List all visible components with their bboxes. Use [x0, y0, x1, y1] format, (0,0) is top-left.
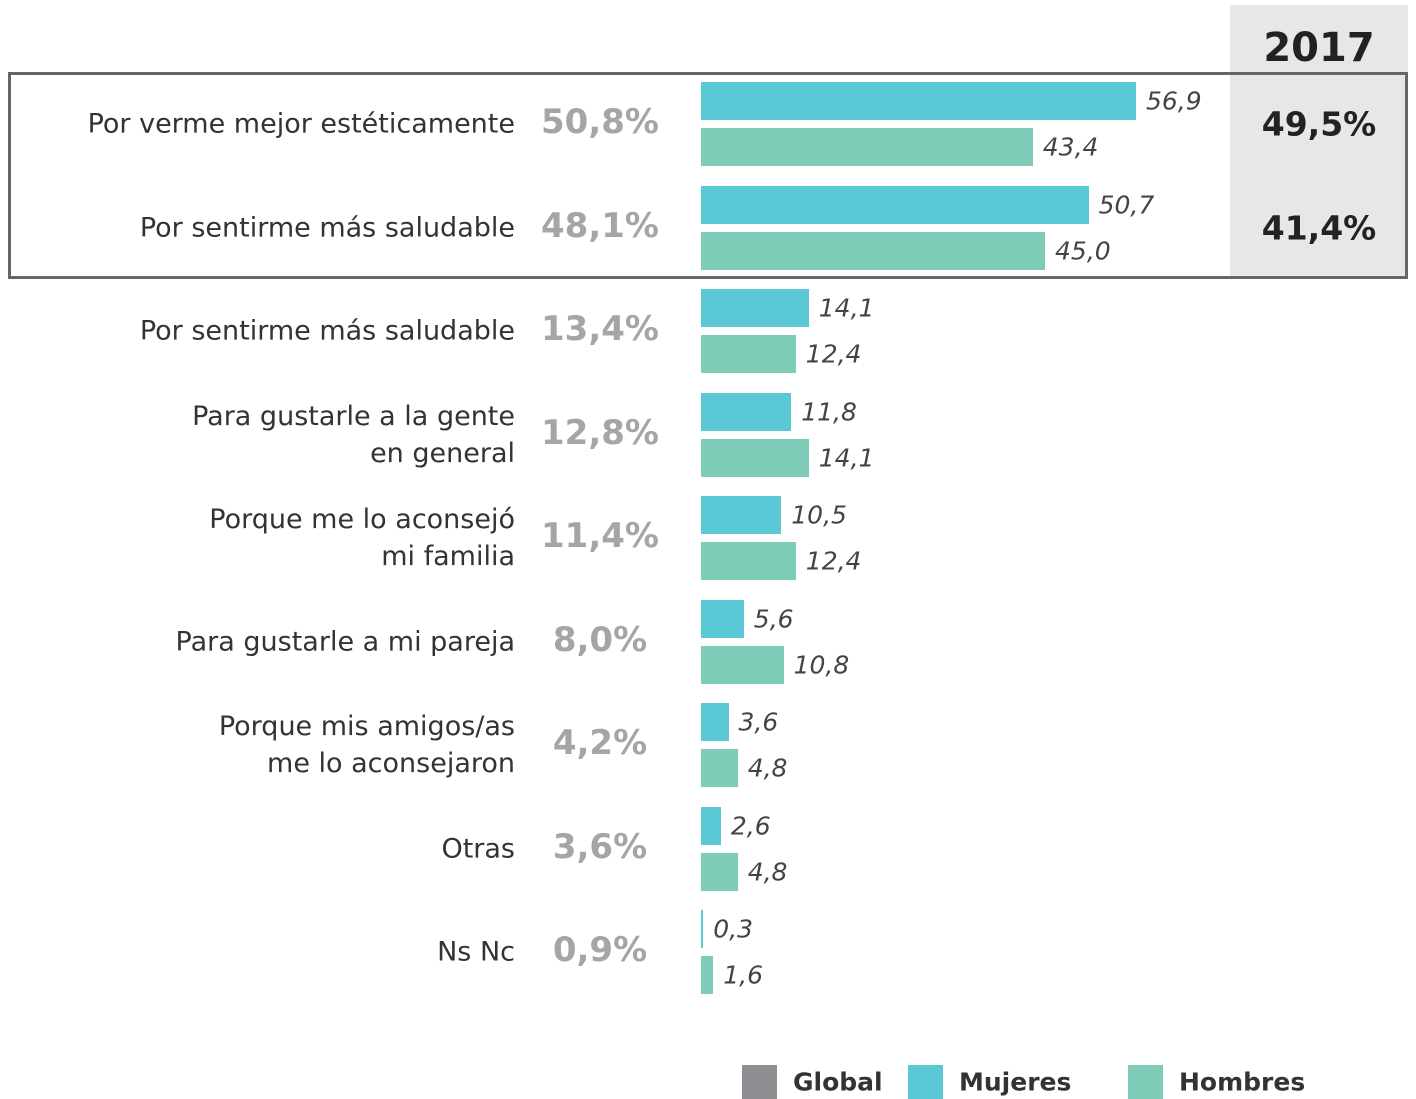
value-label: 12,4	[805, 339, 862, 369]
bar	[701, 852, 738, 891]
value-label: 4,8	[747, 753, 788, 783]
value-label: 5,6	[753, 604, 794, 633]
highlight-box	[8, 72, 1408, 279]
category-label: Otras	[441, 833, 515, 864]
value-label: 4,8	[747, 857, 788, 886]
value-label: 10,8	[793, 650, 850, 679]
legend-swatch	[908, 1065, 943, 1099]
global-value: 11,4%	[541, 516, 659, 556]
global-value: 12,8%	[541, 412, 659, 453]
global-value: 8,0%	[552, 619, 648, 660]
global-value: 3,6%	[552, 826, 648, 867]
global-value: 13,4%	[541, 309, 659, 349]
global-value: 4,2%	[552, 723, 648, 763]
bar	[701, 231, 1046, 270]
global-value: 0,9%	[552, 930, 648, 970]
bar	[701, 910, 704, 948]
legend-label: Hombres	[1179, 1067, 1306, 1097]
bar	[701, 82, 1136, 120]
global-value: 48,1%	[541, 205, 659, 246]
bar	[701, 599, 744, 638]
bar	[701, 289, 809, 327]
category-label: Por verme mejor estéticamente	[87, 108, 515, 140]
value-label: 0,3	[713, 914, 754, 944]
bar	[701, 496, 782, 534]
bar	[701, 438, 809, 477]
value-label: 56,9	[1146, 86, 1202, 116]
bar	[701, 542, 796, 580]
value-label: 43,4	[1042, 132, 1099, 162]
value-label: 50,7	[1098, 190, 1155, 219]
category-label: Porque me lo aconsejó mi familia	[209, 504, 515, 572]
bar	[701, 335, 796, 373]
legend-swatch	[742, 1065, 777, 1099]
category-label: Para gustarle a mi pareja	[175, 626, 515, 657]
comparison-title: 2017	[1263, 25, 1375, 71]
bar	[701, 703, 729, 741]
bar	[701, 956, 714, 994]
value-label: 1,6	[723, 960, 763, 990]
bar	[701, 806, 721, 845]
global-value: 50,8%	[541, 102, 659, 142]
value-label: 45,0	[1055, 236, 1111, 265]
bar	[701, 185, 1089, 224]
bar	[701, 128, 1033, 166]
comparison-column	[1230, 5, 1408, 279]
legend-label: Global	[793, 1067, 883, 1097]
legend-swatch	[1128, 1065, 1163, 1099]
legend-label: Mujeres	[959, 1067, 1072, 1097]
value-label: 14,1	[818, 293, 875, 323]
value-label: 11,8	[801, 397, 857, 426]
value-label: 12,4	[805, 546, 862, 576]
bar	[701, 749, 738, 787]
category-label: Ns Nc	[437, 936, 515, 968]
category-label: Porque mis amigos/as me lo aconsejaron	[218, 711, 515, 779]
category-label: Por sentirme más saludable	[139, 315, 515, 347]
comparison-value: 49,5%	[1261, 104, 1377, 144]
bar	[701, 392, 792, 431]
value-label: 14,1	[818, 443, 875, 472]
comparison-value: 41,4%	[1261, 208, 1377, 247]
value-label: 10,5	[791, 500, 847, 530]
value-label: 2,6	[730, 811, 771, 840]
value-label: 3,6	[738, 707, 779, 737]
category-label: Por sentirme más saludable	[139, 212, 515, 243]
bar	[701, 645, 784, 684]
category-label: Para gustarle a la gente en general	[192, 400, 515, 469]
